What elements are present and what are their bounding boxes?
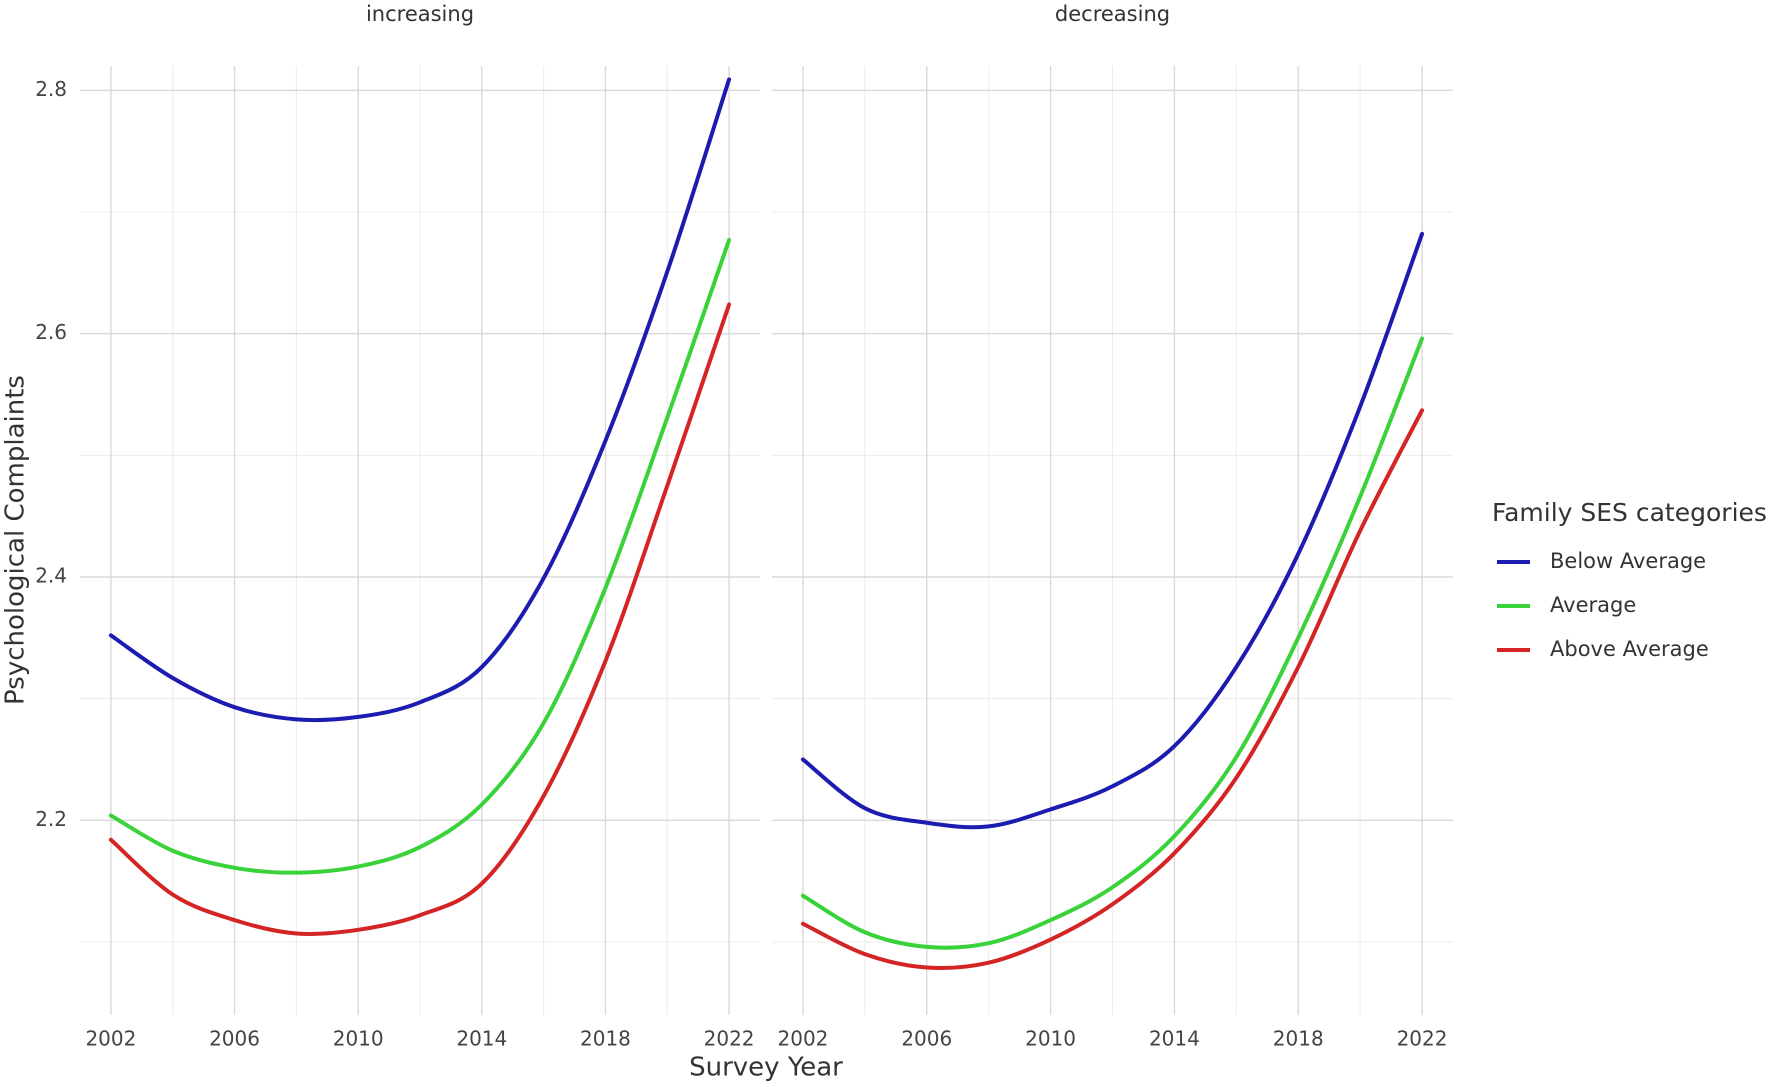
x-tick-label: 2010 bbox=[1025, 1027, 1076, 1051]
y-tick-label: 2.4 bbox=[35, 564, 67, 588]
series-line bbox=[108, 302, 732, 937]
series-line bbox=[800, 336, 1425, 950]
x-tick-label: 2006 bbox=[209, 1027, 260, 1051]
x-tick-label: 2022 bbox=[704, 1027, 755, 1051]
x-tick-label: 2014 bbox=[1149, 1027, 1200, 1051]
legend-label: Above Average bbox=[1550, 637, 1709, 661]
series-line bbox=[800, 408, 1425, 971]
legend-title: Family SES categories bbox=[1492, 498, 1767, 527]
series-line bbox=[108, 237, 732, 875]
series-line bbox=[800, 231, 1425, 830]
x-tick-label: 2010 bbox=[333, 1027, 384, 1051]
x-tick-label: 2014 bbox=[456, 1027, 507, 1051]
x-tick-label: 2018 bbox=[1273, 1027, 1324, 1051]
y-axis-label: Psychological Complaints bbox=[1, 375, 31, 705]
facet-title: decreasing bbox=[1055, 2, 1170, 26]
legend-label: Average bbox=[1550, 593, 1636, 617]
legend-label: Below Average bbox=[1550, 549, 1706, 573]
facet-title: increasing bbox=[366, 2, 474, 26]
y-tick-label: 2.6 bbox=[35, 320, 67, 344]
x-tick-label: 2018 bbox=[580, 1027, 631, 1051]
y-tick-label: 2.2 bbox=[35, 807, 67, 831]
series-line bbox=[108, 77, 732, 723]
x-tick-label: 2002 bbox=[778, 1027, 829, 1051]
y-tick-label: 2.8 bbox=[35, 77, 67, 101]
x-tick-label: 2006 bbox=[901, 1027, 952, 1051]
x-axis-label: Survey Year bbox=[689, 1053, 843, 1083]
x-tick-label: 2002 bbox=[85, 1027, 136, 1051]
x-tick-label: 2022 bbox=[1397, 1027, 1448, 1051]
